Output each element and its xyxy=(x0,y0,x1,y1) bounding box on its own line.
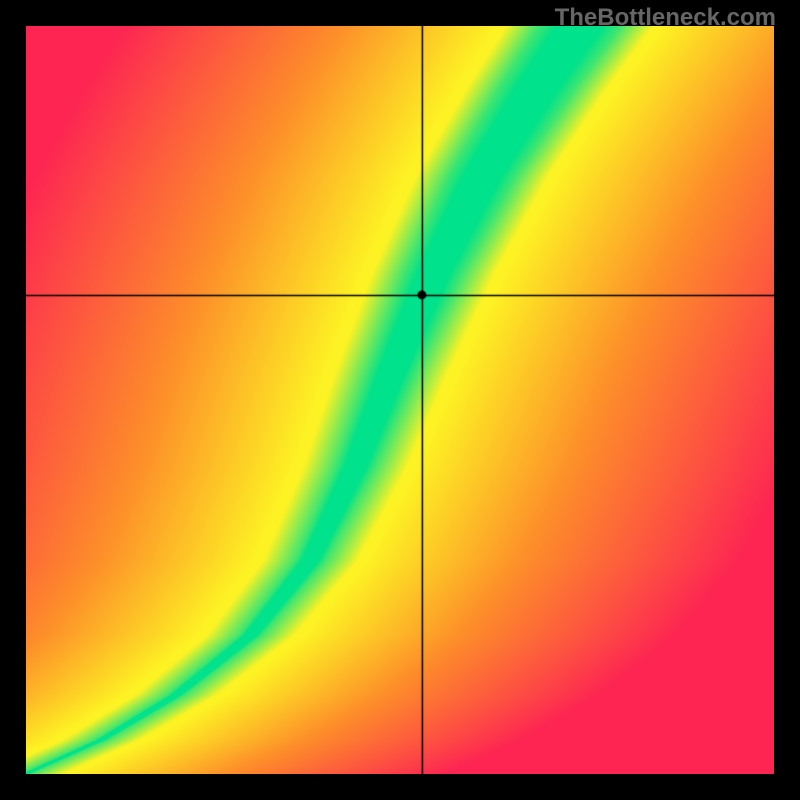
watermark-text: TheBottleneck.com xyxy=(555,4,776,32)
bottleneck-heatmap xyxy=(26,26,774,774)
chart-container: TheBottleneck.com xyxy=(0,0,800,800)
